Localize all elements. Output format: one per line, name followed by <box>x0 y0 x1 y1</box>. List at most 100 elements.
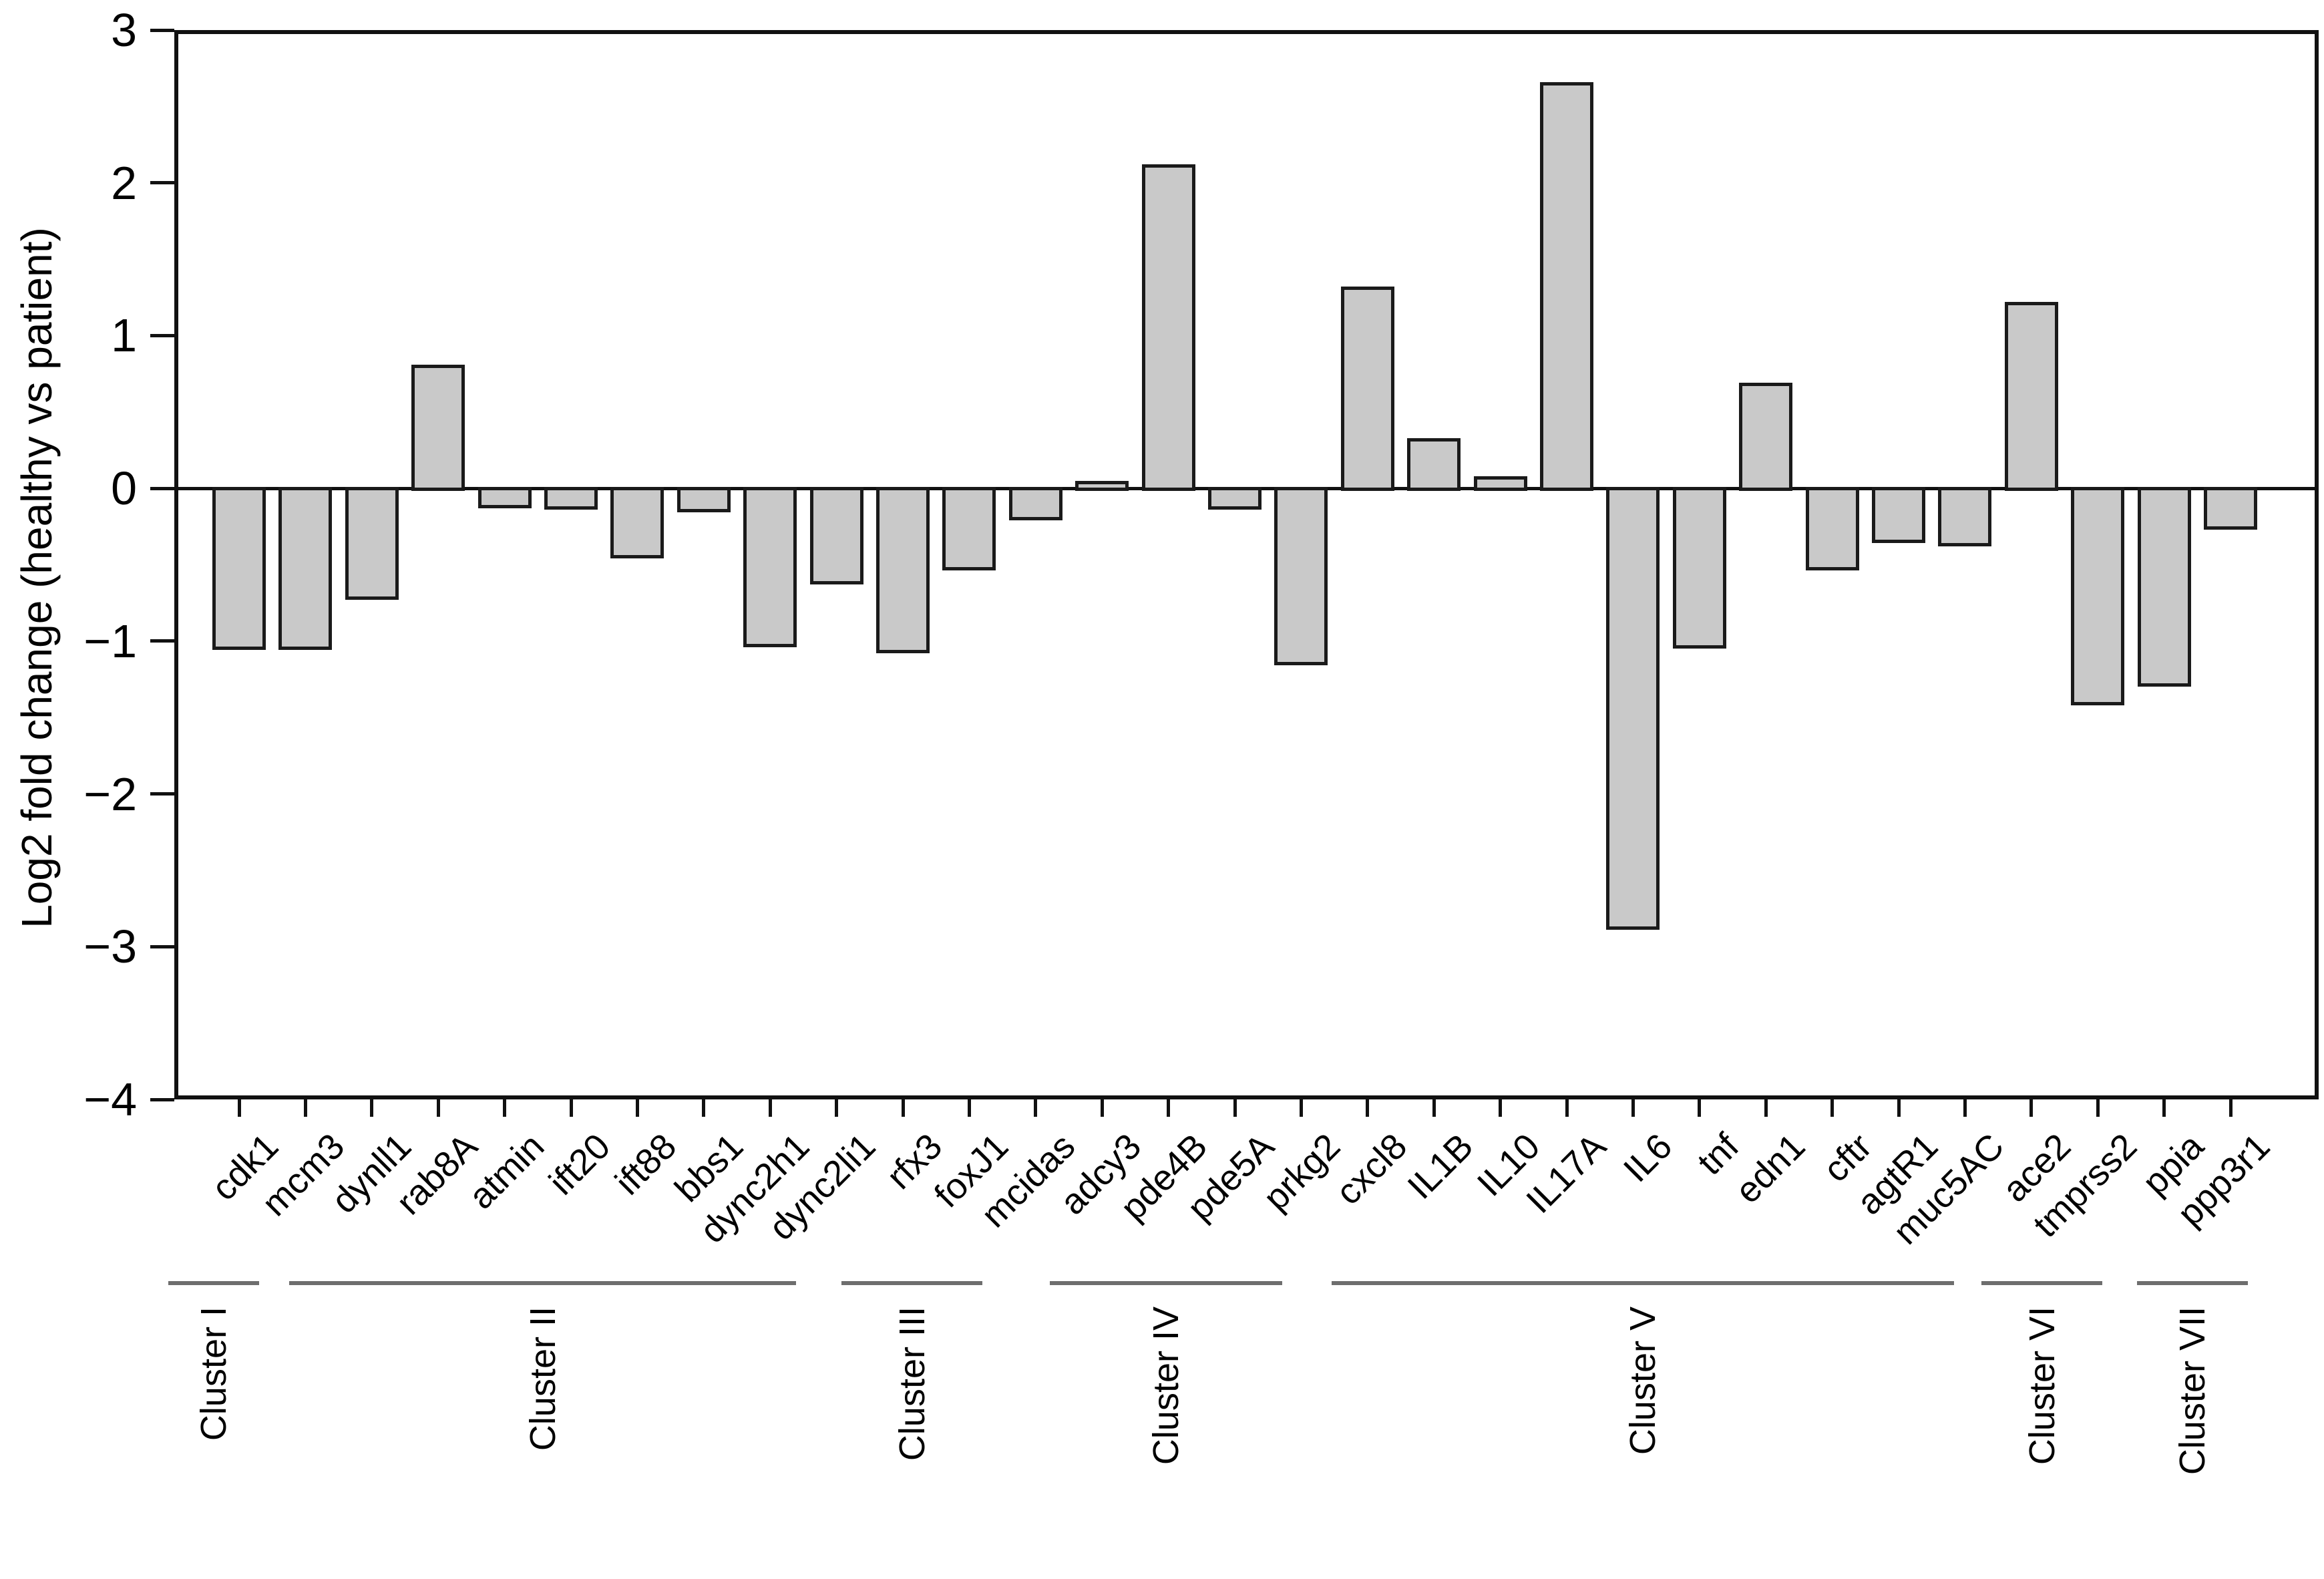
cluster-bracket-1 <box>168 1281 259 1285</box>
x-axis-tick <box>1167 1099 1171 1117</box>
plot-area <box>174 30 2319 1099</box>
y-axis-tick-label: −4 <box>83 1073 137 1125</box>
bar-dync2h1 <box>743 487 797 647</box>
x-axis-tick <box>1631 1099 1635 1117</box>
x-axis-tick <box>702 1099 706 1117</box>
x-axis-tick <box>835 1099 839 1117</box>
bar-mcidas <box>1008 487 1062 520</box>
x-axis-tick <box>1366 1099 1370 1117</box>
x-axis-tick <box>1299 1099 1303 1117</box>
bar-prkg2 <box>1274 487 1328 666</box>
bar-foxJ1 <box>942 487 996 571</box>
x-axis-tick <box>967 1099 971 1117</box>
bar-muc5AC <box>1938 487 1992 546</box>
bar-cxcl8 <box>1340 287 1394 492</box>
bar-ppp3r1 <box>2204 487 2257 530</box>
x-tick-label-IL1B: IL1B <box>1400 1125 1481 1207</box>
cluster-label-3: Cluster III <box>892 1306 932 1461</box>
bar-edn1 <box>1739 383 1793 492</box>
x-axis-tick <box>1233 1099 1237 1117</box>
bar-mcm3 <box>278 487 333 651</box>
bar-cdk1 <box>212 487 266 651</box>
y-axis-tick <box>150 792 174 796</box>
x-axis-tick <box>2029 1099 2034 1117</box>
x-axis-tick <box>1565 1099 1569 1117</box>
bar-adcy3 <box>1075 480 1129 492</box>
y-axis-tick <box>150 181 174 185</box>
bar-rfx3 <box>876 487 930 653</box>
cluster-label-4: Cluster IV <box>1146 1306 1186 1465</box>
x-axis-tick <box>1963 1099 1967 1117</box>
x-axis-tick <box>1897 1099 1901 1117</box>
y-axis-tick-label: 1 <box>111 309 137 362</box>
x-tick-label-edn1: edn1 <box>1728 1125 1813 1212</box>
cluster-bracket-7 <box>2137 1281 2248 1285</box>
bar-pde5A <box>1208 487 1262 510</box>
bar-IL1B <box>1407 437 1461 492</box>
x-axis-tick <box>1830 1099 1834 1117</box>
x-axis-tick <box>436 1099 440 1117</box>
bar-tmprss2 <box>2071 487 2125 705</box>
x-tick-label-atmin: atmin <box>461 1125 552 1217</box>
y-axis-tick-label: −3 <box>83 920 137 973</box>
y-axis-tick <box>150 333 174 337</box>
y-axis-tick <box>150 944 174 948</box>
y-axis-tick <box>150 1097 174 1101</box>
cluster-label-6: Cluster VI <box>2021 1306 2062 1465</box>
x-axis-tick <box>2096 1099 2100 1117</box>
x-axis-tick <box>1034 1099 1038 1117</box>
bar-dync2li1 <box>809 487 863 584</box>
bar-IL6 <box>1606 487 1660 930</box>
x-tick-label-IL6: IL6 <box>1616 1125 1680 1190</box>
x-tick-label-ift88: ift88 <box>608 1125 685 1203</box>
cluster-label-1: Cluster I <box>194 1306 234 1441</box>
y-axis-tick <box>150 28 174 32</box>
x-axis-tick <box>1764 1099 1768 1117</box>
x-tick-label-prkg2: prkg2 <box>1255 1125 1348 1218</box>
x-axis-tick <box>635 1099 639 1117</box>
x-axis-tick <box>2229 1099 2233 1117</box>
x-tick-label-cxcl8: cxcl8 <box>1328 1125 1415 1213</box>
x-axis-tick <box>901 1099 905 1117</box>
cluster-bracket-6 <box>1981 1281 2102 1285</box>
bar-IL10 <box>1473 476 1527 492</box>
y-axis-tick-label: −1 <box>83 615 137 667</box>
x-axis-tick <box>2162 1099 2166 1117</box>
cluster-bracket-2 <box>289 1281 796 1285</box>
bar-ace2 <box>2004 302 2058 492</box>
bar-ift88 <box>610 487 664 559</box>
y-axis-tick-label: 3 <box>111 4 137 56</box>
cluster-label-5: Cluster V <box>1623 1306 1663 1455</box>
x-axis-tick <box>1100 1099 1104 1117</box>
cluster-label-7: Cluster VII <box>2172 1306 2212 1475</box>
x-axis-tick <box>1698 1099 1702 1117</box>
y-axis-tick <box>150 639 174 643</box>
x-axis-tick <box>569 1099 573 1117</box>
cluster-bracket-5 <box>1332 1281 1954 1285</box>
cluster-label-2: Cluster II <box>522 1306 563 1451</box>
bar-IL17A <box>1540 81 1593 492</box>
x-axis-tick <box>768 1099 772 1117</box>
bar-ift20 <box>544 487 598 510</box>
y-axis-tick-label: 0 <box>111 462 137 515</box>
bar-dynll1 <box>345 487 399 600</box>
x-tick-label-ift20: ift20 <box>541 1125 618 1203</box>
y-axis-tick-label: 2 <box>111 156 137 209</box>
x-axis-tick <box>370 1099 374 1117</box>
bar-tnf <box>1672 487 1726 649</box>
bar-atmin <box>477 487 532 508</box>
x-axis-tick <box>237 1099 241 1117</box>
y-axis-tick <box>150 486 174 490</box>
x-axis-tick <box>1499 1099 1503 1117</box>
bar-agtR1 <box>1872 487 1925 544</box>
x-axis-tick <box>503 1099 507 1117</box>
y-axis-tick-label: −2 <box>83 767 137 820</box>
bar-rab8A <box>411 364 465 492</box>
bar-bbs1 <box>676 487 731 513</box>
cluster-bracket-3 <box>841 1281 982 1285</box>
bar-ppia <box>2137 487 2191 687</box>
x-axis-tick <box>303 1099 307 1117</box>
x-axis-tick <box>1432 1099 1436 1117</box>
bar-pde4B <box>1141 164 1195 492</box>
